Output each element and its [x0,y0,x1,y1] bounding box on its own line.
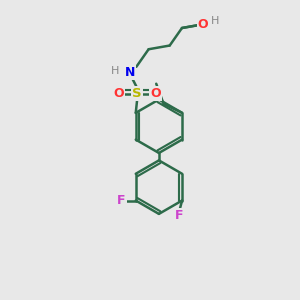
Text: O: O [150,87,161,100]
Text: F: F [117,194,126,207]
Text: O: O [198,18,208,31]
Text: O: O [113,87,124,100]
Text: N: N [124,66,135,79]
Text: S: S [132,87,142,100]
Text: F: F [175,209,183,222]
Text: H: H [111,66,120,76]
Text: H: H [211,16,220,26]
